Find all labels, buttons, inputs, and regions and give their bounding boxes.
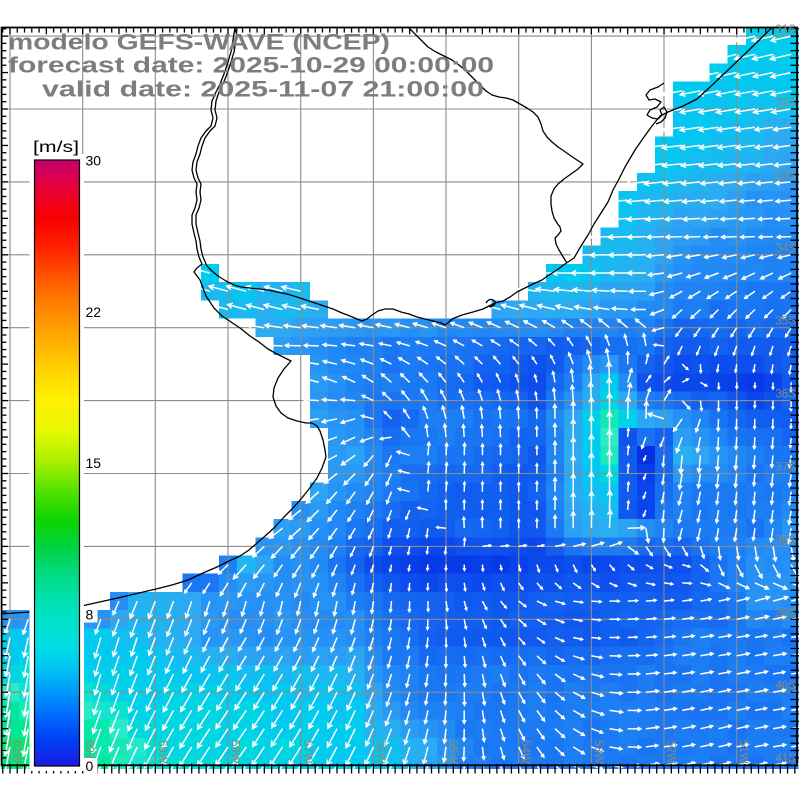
svg-text:52W: 52W: [665, 740, 677, 764]
svg-text:[m/s]: [m/s]: [33, 139, 79, 156]
svg-text:33S: 33S: [776, 170, 797, 182]
svg-text:8: 8: [86, 607, 94, 623]
svg-text:36S: 36S: [776, 389, 797, 401]
svg-text:61W: 61W: [11, 740, 23, 764]
svg-text:forecast date: 2025-10-29 00:0: forecast date: 2025-10-29 00:00:00: [8, 53, 494, 78]
svg-text:57W: 57W: [301, 740, 313, 764]
svg-text:35S: 35S: [776, 316, 797, 328]
svg-text:valid date: 2025-11-07 21:00:0: valid date: 2025-11-07 21:00:00: [42, 77, 484, 102]
svg-text:30: 30: [86, 153, 102, 169]
svg-text:56W: 56W: [374, 740, 386, 764]
svg-text:54W: 54W: [519, 740, 531, 764]
svg-text:58W: 58W: [229, 740, 241, 764]
svg-text:34S: 34S: [776, 243, 797, 255]
svg-text:38S: 38S: [776, 534, 797, 546]
svg-text:59W: 59W: [156, 740, 168, 764]
svg-text:modelo GEFS-WAVE (NCEP): modelo GEFS-WAVE (NCEP): [8, 30, 390, 55]
svg-text:53W: 53W: [592, 740, 604, 764]
svg-text:37S: 37S: [776, 462, 797, 474]
svg-text:32S: 32S: [776, 97, 797, 109]
svg-text:0: 0: [86, 758, 94, 774]
svg-text:39S: 39S: [776, 607, 797, 619]
svg-text:31S: 31S: [776, 24, 797, 36]
svg-text:60W: 60W: [83, 740, 95, 764]
svg-text:40S: 40S: [776, 680, 797, 692]
svg-text:41S: 41S: [776, 753, 797, 765]
svg-text:22: 22: [86, 304, 102, 320]
svg-text:15: 15: [86, 455, 102, 471]
svg-text:55W: 55W: [447, 740, 459, 764]
svg-text:51W: 51W: [737, 740, 749, 764]
